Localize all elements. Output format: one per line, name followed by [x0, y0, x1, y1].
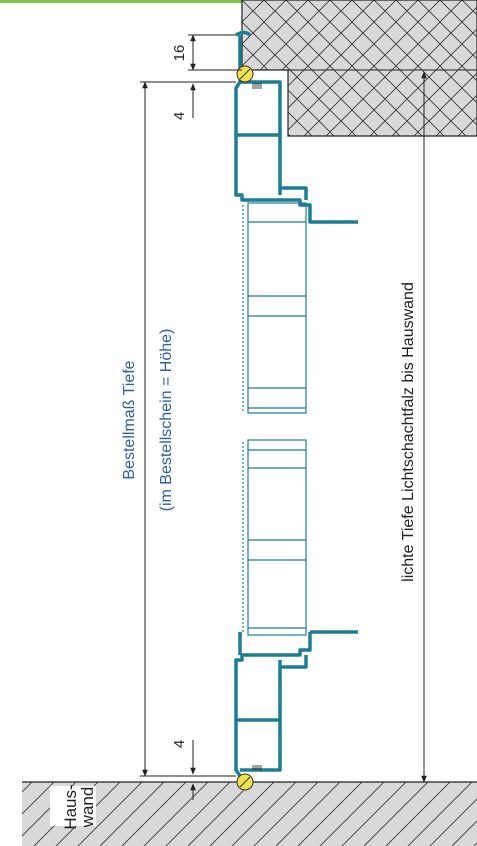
- label-dim-16: 16: [171, 45, 188, 62]
- dimension-16: [188, 34, 242, 71]
- dimension-order-size: [140, 81, 236, 777]
- screw-bottom: [236, 773, 254, 791]
- label-dim-4-bottom: 4: [171, 740, 188, 748]
- label-house-wall-line1: Haus-: [61, 784, 80, 829]
- label-order-size-line1: Bestellmaß Tiefe: [121, 360, 138, 479]
- grating-body: [242, 202, 307, 636]
- accent-bar: [0, 0, 262, 3]
- seal-brushes: [252, 83, 262, 771]
- light-well-concrete: [241, 0, 477, 137]
- upper-frame-profile: [234, 30, 358, 224]
- label-house-wall-line2: wand: [78, 787, 97, 829]
- label-order-size-line2: (im Bestellschein = Höhe): [158, 329, 175, 512]
- lower-frame-profile: [234, 630, 358, 782]
- dimension-4-top: [188, 81, 236, 118]
- screw-top: [236, 65, 254, 83]
- label-dim-4-top: 4: [171, 112, 188, 120]
- house-wall: [22, 781, 477, 846]
- label-clear-depth: lichte Tiefe Lichtschachtfalz bis Hauswa…: [400, 282, 417, 582]
